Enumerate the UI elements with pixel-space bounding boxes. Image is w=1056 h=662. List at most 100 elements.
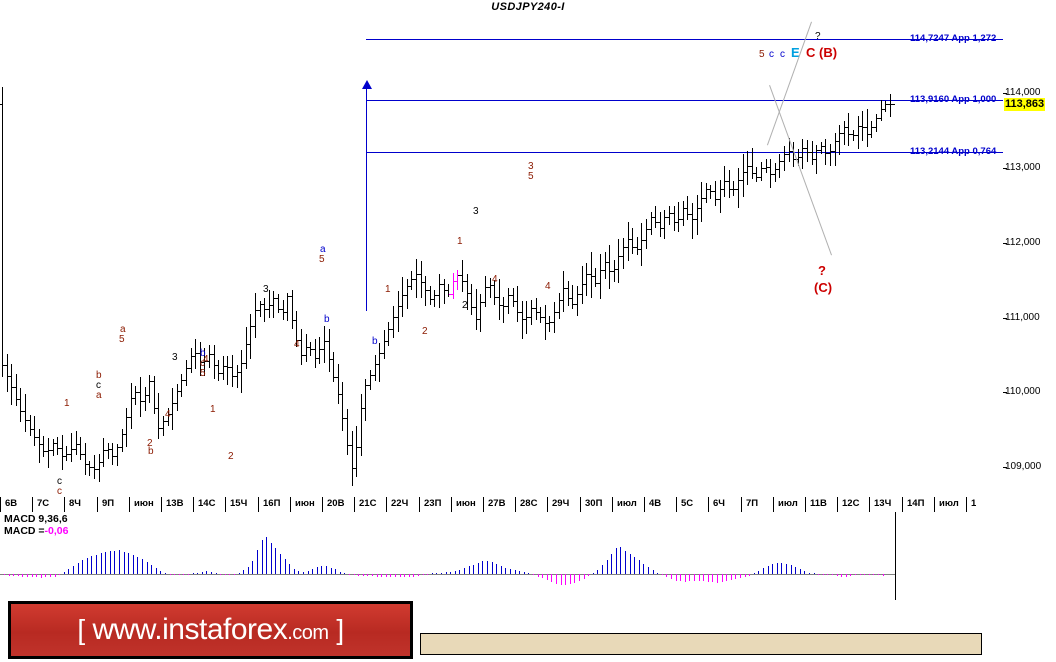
macd-histogram-bar bbox=[804, 571, 805, 574]
price-bar bbox=[789, 138, 790, 162]
price-bar bbox=[600, 254, 601, 300]
wave-label: 2 bbox=[422, 326, 428, 337]
price-bar bbox=[89, 460, 90, 477]
price-bar bbox=[402, 277, 403, 318]
macd-histogram-bar bbox=[510, 568, 511, 574]
wave-label: 5 bbox=[319, 254, 325, 265]
price-bar-open-tick bbox=[228, 367, 232, 368]
price-bar bbox=[342, 381, 343, 432]
price-bar bbox=[11, 363, 12, 406]
macd-histogram-bar bbox=[864, 574, 865, 575]
macd-histogram-bar bbox=[565, 574, 566, 586]
price-bar bbox=[172, 387, 173, 431]
macd-histogram-bar bbox=[620, 547, 621, 574]
macd-histogram-bar bbox=[455, 570, 456, 574]
macd-histogram-bar bbox=[354, 574, 355, 576]
price-bar bbox=[669, 205, 670, 226]
price-bar-open-tick bbox=[573, 304, 577, 305]
price-bar-open-tick bbox=[283, 312, 287, 313]
price-bar-open-tick bbox=[844, 127, 848, 128]
time-axis[interactable]: 6В 7С 8Ч 9П июн 13В 14С 15Ч 16П июн 20В 21С 22Ч 23П ию… bbox=[0, 497, 1003, 513]
price-bar-open-tick bbox=[840, 133, 844, 134]
time-tick-separator bbox=[934, 497, 935, 512]
price-bar-open-tick bbox=[210, 354, 214, 355]
macd-histogram-bar bbox=[625, 550, 626, 574]
macd-histogram-bar bbox=[142, 559, 143, 574]
time-tick-separator bbox=[225, 497, 226, 512]
macd-histogram-bar bbox=[528, 573, 529, 574]
price-bar bbox=[738, 168, 739, 208]
price-bar-open-tick bbox=[348, 445, 352, 446]
price-bar bbox=[867, 109, 868, 148]
price-bar-open-tick bbox=[122, 434, 126, 435]
price-bar-open-tick bbox=[361, 408, 365, 409]
price-bar-open-tick bbox=[30, 429, 34, 430]
price-bar bbox=[393, 305, 394, 338]
macd-histogram-bar bbox=[137, 557, 138, 574]
price-bar-open-tick bbox=[693, 219, 697, 220]
price-bar-open-tick bbox=[458, 275, 462, 276]
macd-histogram-bar bbox=[588, 574, 589, 577]
macd-histogram-bar bbox=[584, 574, 585, 579]
time-tick-separator bbox=[644, 497, 645, 512]
price-bar-open-tick bbox=[674, 222, 678, 223]
chart-title-bar: USDJPY240-I bbox=[0, 0, 1056, 16]
time-tick-separator bbox=[419, 497, 420, 512]
macd-histogram-bar bbox=[464, 568, 465, 574]
price-bar bbox=[733, 180, 734, 197]
bracket-close: ] bbox=[336, 614, 344, 645]
macd-histogram-bar bbox=[574, 574, 575, 583]
time-tick-separator bbox=[966, 497, 967, 512]
macd-histogram-bar bbox=[749, 574, 750, 576]
time-tick-label: 20В bbox=[327, 498, 345, 509]
macd-histogram-bar bbox=[593, 573, 594, 574]
price-bar-open-tick bbox=[794, 159, 798, 160]
price-bar-open-tick bbox=[619, 256, 623, 257]
wave-label: a bbox=[120, 324, 126, 335]
macd-indicator-pane[interactable]: MACD 9,36,6 MACD =-0,06 bbox=[0, 512, 896, 601]
price-bar-open-tick bbox=[775, 169, 779, 170]
price-bar-open-tick bbox=[610, 271, 614, 272]
price-bar-open-tick bbox=[444, 290, 448, 291]
price-bar-open-tick bbox=[320, 349, 324, 350]
price-bar bbox=[324, 326, 325, 363]
macd-histogram-bar bbox=[68, 568, 69, 574]
macd-histogram-bar bbox=[252, 560, 253, 574]
price-bar bbox=[646, 218, 647, 250]
price-bar bbox=[572, 285, 573, 309]
time-tick-label: июн bbox=[456, 498, 476, 509]
price-bar bbox=[485, 275, 486, 308]
instaforex-watermark[interactable]: [ www.instaforex.com ] bbox=[8, 601, 413, 659]
macd-histogram-bar bbox=[883, 574, 884, 576]
price-bar-open-tick bbox=[716, 199, 720, 200]
price-bar-open-tick bbox=[412, 279, 416, 280]
macd-histogram-bar bbox=[740, 574, 741, 579]
price-bar-open-tick bbox=[504, 306, 508, 307]
price-bar-open-tick bbox=[325, 341, 329, 342]
price-chart-pane[interactable]: 114,7247 App 1,272 113,9160 App 1,000 113,… bbox=[0, 15, 1004, 498]
macd-histogram-bar bbox=[344, 573, 345, 574]
wave-label: C (B) bbox=[806, 45, 838, 60]
price-bar-open-tick bbox=[150, 381, 154, 382]
price-bar bbox=[632, 228, 633, 255]
price-bar-open-tick bbox=[849, 134, 853, 135]
macd-histogram-bar bbox=[653, 569, 654, 574]
wave-label: 1 bbox=[385, 284, 391, 295]
macd-histogram-bar bbox=[685, 574, 686, 582]
price-bar-open-tick bbox=[826, 153, 830, 154]
price-bar-open-tick bbox=[334, 377, 338, 378]
time-tick-separator bbox=[902, 497, 903, 512]
price-scale[interactable]: 114,000 113,000 112,000 111,000 110,000 109,0… bbox=[1003, 15, 1056, 498]
wave-label: a bbox=[320, 244, 326, 255]
price-bar bbox=[421, 261, 422, 298]
price-bar-open-tick bbox=[430, 299, 434, 300]
price-bar bbox=[637, 236, 638, 256]
price-bar bbox=[779, 154, 780, 179]
macd-histogram-bar bbox=[639, 560, 640, 574]
price-bar bbox=[301, 328, 302, 365]
fib-level-line bbox=[366, 152, 1003, 153]
price-bar bbox=[651, 211, 652, 236]
price-bar bbox=[591, 252, 592, 298]
price-bar bbox=[770, 158, 771, 188]
price-bar-open-tick bbox=[214, 365, 218, 366]
